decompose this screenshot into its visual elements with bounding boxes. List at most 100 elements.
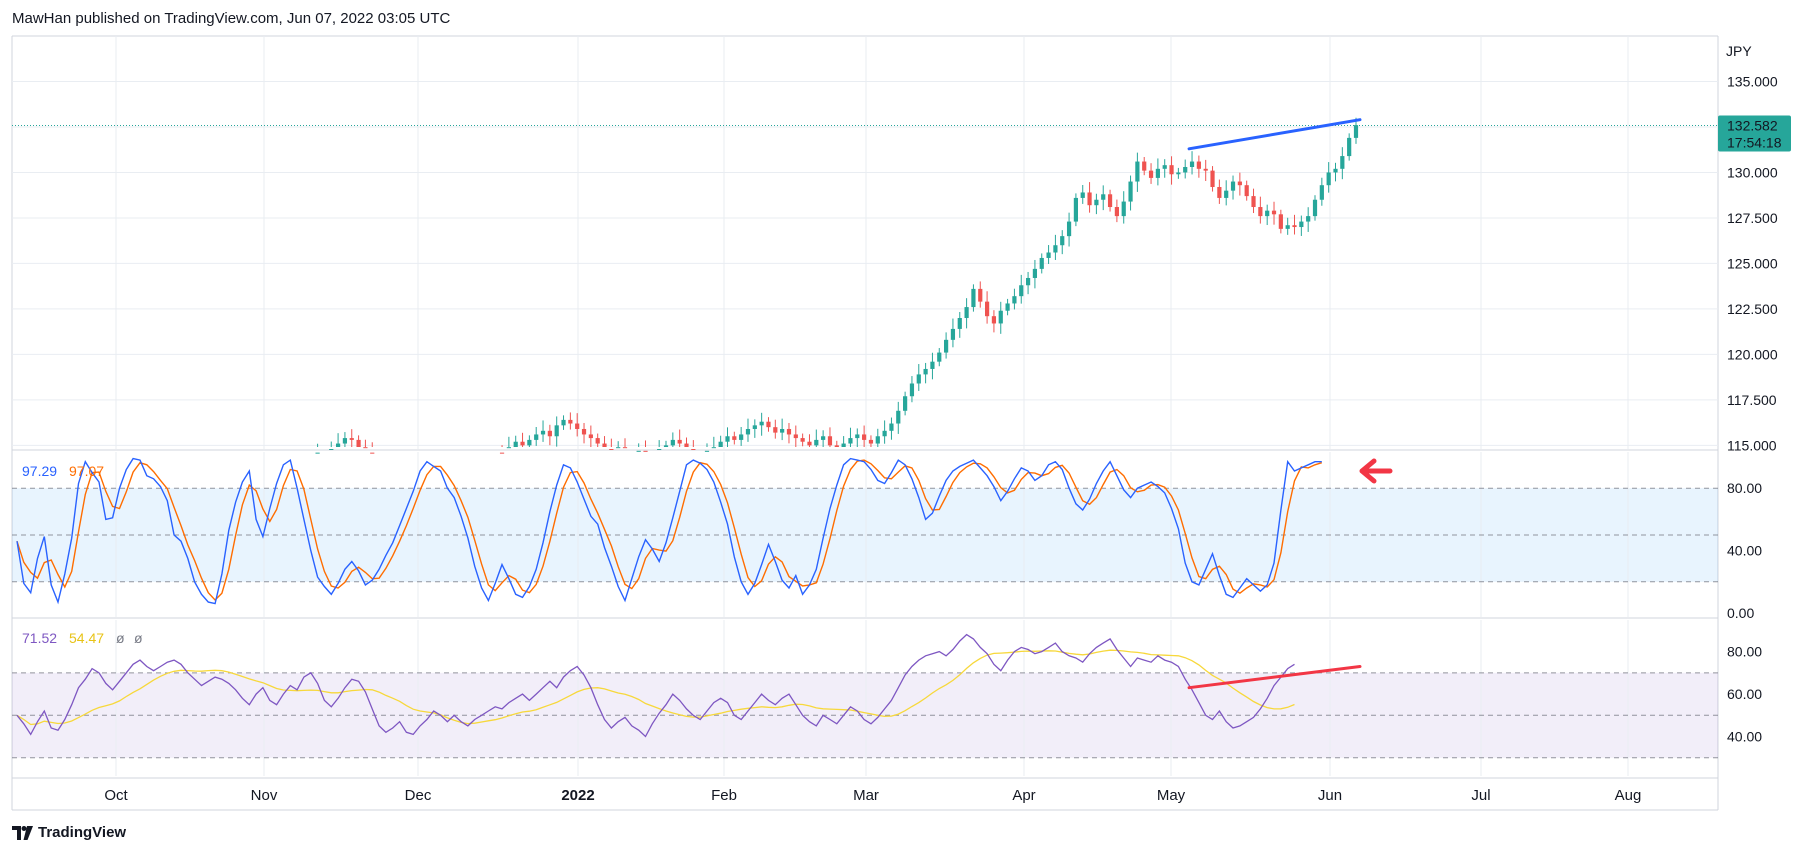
- price-tick-label: 115.000: [1727, 437, 1777, 453]
- candle-body: [342, 438, 348, 444]
- stochastic-k-line: [16, 457, 1322, 605]
- candle: [1087, 182, 1092, 213]
- candle: [773, 419, 778, 439]
- stochastic-pane[interactable]: 0.00 40.00 80.00 97.29 97.07: [12, 452, 1762, 621]
- candle: [882, 420, 887, 444]
- candle-body: [793, 434, 798, 439]
- stochastic-axis[interactable]: 0.00 40.00 80.00: [1727, 480, 1762, 621]
- candle: [329, 441, 334, 450]
- candle-body: [1244, 185, 1249, 197]
- candle: [937, 348, 942, 367]
- candle-body: [800, 438, 805, 442]
- candle-body: [1032, 268, 1038, 278]
- candle: [1060, 230, 1065, 255]
- candle-body: [315, 452, 320, 454]
- rsi-tick-label: 40.00: [1727, 729, 1762, 745]
- candle-body: [889, 423, 894, 431]
- candle: [814, 429, 819, 447]
- candle-body: [923, 368, 928, 375]
- candle: [732, 431, 737, 445]
- price-trendline[interactable]: [1187, 118, 1362, 151]
- candle: [1046, 245, 1051, 264]
- rsi-null-value-2: ø: [134, 630, 143, 646]
- candle: [944, 332, 949, 359]
- price-tick-label: 130.000: [1727, 164, 1778, 180]
- candle: [807, 434, 812, 447]
- candle: [957, 312, 962, 338]
- time-axis-label: May: [1157, 787, 1186, 804]
- candle-body: [1142, 161, 1147, 171]
- candle: [909, 376, 915, 403]
- candle-body: [1251, 196, 1256, 208]
- candle-body: [663, 445, 669, 447]
- candle: [568, 412, 573, 430]
- candle-body: [595, 438, 600, 444]
- price-pane[interactable]: 115.000 117.500 120.000 122.500 125.000 127.5…: [12, 36, 1791, 454]
- candle-body: [684, 443, 689, 447]
- chart-frame: [11, 35, 1719, 811]
- rsi-line: [16, 633, 1295, 738]
- candle-body: [527, 439, 532, 446]
- candle-body: [718, 441, 723, 447]
- candle-body: [745, 428, 751, 435]
- tradingview-logo[interactable]: TradingView: [12, 824, 126, 841]
- rsi-pane[interactable]: 40.00 60.00 80.00 71.52 54.47 ø ø: [12, 620, 1762, 776]
- candle: [1039, 253, 1044, 274]
- candle-body: [1176, 172, 1181, 175]
- rsi-trendline[interactable]: [1187, 664, 1362, 690]
- candle-body: [1121, 201, 1126, 217]
- candle-body: [1183, 166, 1188, 173]
- candle: [657, 440, 662, 450]
- candle: [636, 443, 641, 452]
- candle: [684, 437, 689, 447]
- candle-body: [1299, 221, 1304, 228]
- candle: [793, 425, 798, 447]
- candle-body: [984, 301, 990, 317]
- candle-body: [554, 425, 559, 437]
- candle-body: [534, 434, 539, 440]
- candle-body: [1019, 285, 1024, 297]
- tradingview-logo-icon: [12, 825, 33, 840]
- candle-body: [1292, 225, 1297, 228]
- candle: [356, 435, 361, 447]
- candle-body: [1326, 172, 1331, 186]
- candle: [978, 281, 983, 308]
- candle: [622, 438, 628, 449]
- candle-body: [868, 439, 874, 444]
- candle-body: [1039, 257, 1044, 269]
- candle: [1353, 117, 1359, 144]
- candle-body: [964, 307, 969, 319]
- stochastic-tick-label: 0.00: [1727, 605, 1754, 621]
- candle: [561, 415, 566, 430]
- candle: [677, 429, 682, 447]
- arrow-icon: [1359, 458, 1393, 484]
- candle-body: [814, 439, 819, 446]
- candle-body: [1258, 207, 1263, 217]
- time-axis[interactable]: Oct Nov Dec 2022 Feb Mar Apr May Jun Jul Aug: [104, 787, 1641, 804]
- time-axis-label: Dec: [405, 787, 432, 804]
- rsi-axis[interactable]: 40.00 60.00 80.00: [1727, 644, 1762, 745]
- candle-body: [862, 434, 867, 440]
- candle: [520, 432, 525, 447]
- candle-body: [356, 439, 361, 447]
- candle: [1155, 158, 1160, 186]
- candle-body: [930, 361, 935, 369]
- candle-body: [1162, 165, 1167, 169]
- candle-body: [1312, 199, 1318, 217]
- candle: [896, 401, 901, 434]
- candle: [739, 426, 744, 446]
- time-axis-label: Mar: [853, 787, 879, 804]
- candle-body: [499, 452, 505, 454]
- candle: [841, 436, 846, 447]
- candle: [513, 435, 518, 447]
- candle: [1162, 159, 1167, 178]
- candle-body: [1169, 165, 1174, 175]
- candle: [745, 418, 751, 442]
- price-tick-label: 127.500: [1727, 210, 1778, 226]
- candle: [916, 364, 921, 391]
- candle: [1128, 175, 1133, 211]
- last-price-tag-box: [1718, 115, 1791, 152]
- rsi-grid: [12, 620, 1718, 776]
- candle-body: [636, 450, 641, 452]
